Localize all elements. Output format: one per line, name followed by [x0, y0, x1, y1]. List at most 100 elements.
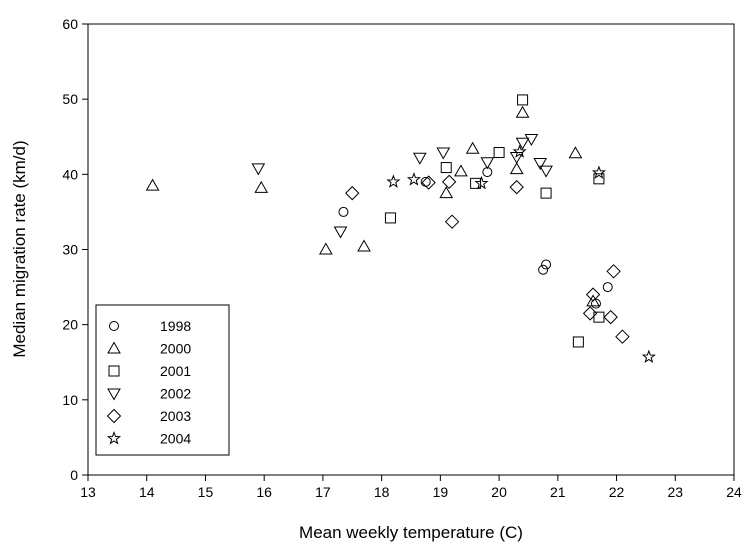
- x-tick-label: 19: [433, 484, 449, 500]
- x-tick-label: 17: [315, 484, 331, 500]
- x-tick-label: 23: [667, 484, 683, 500]
- point-2002: [515, 137, 530, 150]
- point-1998: [602, 282, 613, 293]
- point-2003: [585, 287, 601, 302]
- point-1998: [541, 259, 552, 270]
- point-2003: [421, 175, 436, 190]
- point-2004: [386, 174, 401, 188]
- point-1998: [338, 206, 349, 217]
- point-2004: [512, 144, 527, 158]
- point-2002: [436, 147, 451, 160]
- y-tick-label: 10: [62, 392, 78, 408]
- point-2001: [593, 173, 605, 185]
- point-2000: [568, 146, 583, 159]
- x-tick-label: 16: [256, 484, 272, 500]
- y-tick-label: 50: [62, 91, 78, 107]
- point-2000: [357, 239, 371, 252]
- point-2002: [333, 226, 348, 239]
- point-2001: [493, 147, 505, 159]
- point-2004: [591, 165, 607, 179]
- series-2000: [145, 105, 600, 307]
- legend-label: 2004: [160, 431, 191, 447]
- point-2001: [470, 177, 482, 189]
- x-tick-label: 24: [726, 484, 742, 500]
- legend-item-2003: 2003: [106, 408, 191, 424]
- legend-marker-1998: [109, 321, 119, 331]
- y-tick-label: 40: [62, 166, 78, 182]
- point-2002: [524, 134, 539, 147]
- point-2003: [444, 214, 460, 229]
- point-2000: [254, 180, 269, 193]
- series-2002: [251, 134, 553, 239]
- point-2000: [586, 294, 600, 307]
- legend-label: 2000: [160, 341, 191, 357]
- point-2001: [440, 162, 452, 174]
- point-2004: [641, 349, 656, 364]
- x-tick-label: 20: [491, 484, 507, 500]
- point-2004: [474, 175, 489, 190]
- y-tick-label: 20: [62, 317, 78, 333]
- x-tick-label: 15: [198, 484, 214, 500]
- point-1998: [538, 264, 549, 275]
- point-2003: [603, 309, 618, 325]
- point-2000: [515, 105, 530, 118]
- legend: 1998 2000 2001 2002 2003 2004: [95, 304, 230, 456]
- point-2003: [509, 179, 524, 195]
- point-2000: [318, 242, 333, 255]
- legend-label: 2002: [160, 386, 191, 402]
- point-2002: [412, 152, 427, 165]
- point-2003: [615, 329, 630, 344]
- point-2000: [454, 164, 468, 177]
- point-2000: [439, 186, 454, 199]
- legend-label: 1998: [160, 318, 191, 334]
- legend-item-2001: 2001: [108, 363, 191, 379]
- point-2002: [539, 165, 553, 178]
- legend-marker-2002: [107, 388, 121, 401]
- x-tick-label: 22: [609, 484, 625, 500]
- point-2003: [582, 306, 598, 321]
- point-1998: [590, 298, 601, 309]
- x-tick-label: 18: [374, 484, 390, 500]
- y-tick-label: 60: [62, 16, 78, 32]
- point-2003: [606, 264, 621, 279]
- legend-marker-2000: [107, 341, 121, 354]
- legend-marker-2003: [106, 408, 122, 424]
- legend-item-2000: 2000: [107, 341, 191, 357]
- x-axis: 13 14 15 16 17 18 19 20 21 22 23 24: [80, 475, 742, 500]
- legend-box: [95, 304, 230, 456]
- legend-item-2002: 2002: [107, 386, 191, 402]
- point-2004: [406, 172, 422, 186]
- x-tick-label: 14: [139, 484, 155, 500]
- y-axis: 0 10 20 30 40 50 60: [62, 16, 88, 483]
- series-2001: [384, 94, 605, 348]
- legend-marker-2001: [108, 365, 120, 377]
- x-tick-label: 21: [550, 484, 566, 500]
- legend-item-1998: 1998: [109, 318, 191, 334]
- y-tick-label: 30: [62, 242, 78, 258]
- point-2003: [345, 185, 360, 201]
- point-2001: [540, 187, 552, 199]
- point-2003: [441, 174, 457, 190]
- series-2004: [386, 144, 656, 364]
- point-2002: [251, 163, 266, 176]
- point-2002: [480, 157, 495, 170]
- series-2003: [345, 174, 630, 344]
- point-2001: [517, 94, 529, 106]
- legend-label: 2003: [160, 408, 191, 424]
- point-2000: [145, 178, 160, 191]
- legend-marker-2004: [106, 431, 122, 445]
- y-tick-label: 0: [70, 467, 78, 483]
- legend-item-2004: 2004: [106, 431, 191, 447]
- point-2002: [533, 158, 548, 171]
- point-2000: [509, 162, 524, 175]
- point-2000: [465, 141, 480, 154]
- point-2001: [593, 311, 605, 323]
- legend-label: 2001: [160, 363, 191, 379]
- x-tick-label: 13: [80, 484, 96, 500]
- point-2001: [572, 336, 584, 348]
- y-axis-title: Median migration rate (km/d): [10, 140, 29, 357]
- point-2001: [384, 212, 396, 224]
- x-axis-title: Mean weekly temperature (C): [299, 523, 523, 542]
- data-points: [145, 94, 656, 364]
